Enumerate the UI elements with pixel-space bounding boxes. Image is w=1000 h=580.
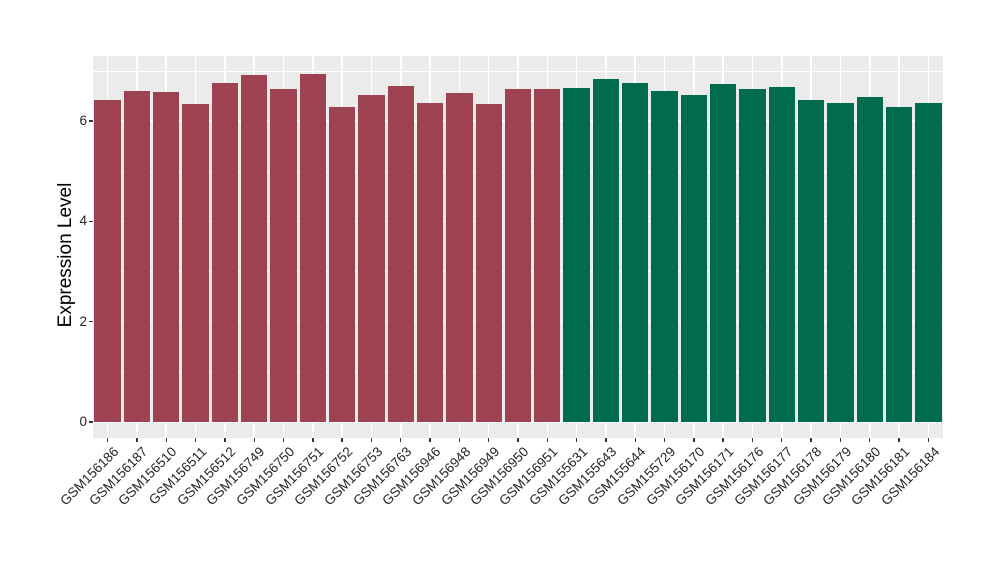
y-tick-label: 0 <box>79 413 87 429</box>
x-tick-mark <box>224 438 226 442</box>
bar <box>153 92 180 422</box>
bar <box>270 89 297 422</box>
bar <box>182 103 209 422</box>
bar <box>446 93 473 422</box>
bar <box>915 102 942 422</box>
bar <box>827 102 854 422</box>
bar <box>475 103 502 422</box>
x-tick-mark <box>927 438 930 442</box>
x-tick-mark <box>751 438 754 442</box>
x-tick-mark <box>898 438 900 442</box>
x-tick-mark <box>487 438 490 442</box>
bar <box>768 87 795 422</box>
bar <box>797 99 825 422</box>
bar <box>299 74 326 422</box>
x-tick-mark <box>722 438 724 442</box>
x-tick-mark <box>605 438 607 442</box>
x-tick-mark <box>839 438 842 442</box>
bar <box>241 74 268 422</box>
y-tick-mark <box>88 421 93 423</box>
x-tick-mark <box>194 438 197 442</box>
x-tick-mark <box>634 438 636 442</box>
x-tick-mark <box>341 438 343 442</box>
bar <box>328 106 356 422</box>
bar <box>680 95 708 422</box>
bar <box>387 86 414 422</box>
x-tick-mark <box>663 438 666 442</box>
x-tick-mark <box>869 438 871 442</box>
x-tick-mark <box>312 438 314 442</box>
x-tick-mark <box>282 438 285 442</box>
x-tick-mark <box>781 438 783 442</box>
bar <box>123 91 151 422</box>
x-tick-mark <box>517 438 519 442</box>
bar <box>211 83 239 422</box>
bar <box>563 88 590 422</box>
bar <box>885 107 913 422</box>
bar <box>592 79 620 422</box>
chart-panel <box>93 56 943 438</box>
x-tick-mark <box>370 438 373 442</box>
bar <box>622 83 649 422</box>
y-tick-label: 4 <box>79 213 87 229</box>
y-tick-label: 2 <box>79 313 87 329</box>
y-tick-mark <box>88 220 93 223</box>
bar <box>416 102 444 422</box>
x-tick-mark <box>546 438 548 442</box>
bar <box>651 91 678 422</box>
y-tick-mark <box>88 320 93 323</box>
x-tick-mark <box>693 438 695 442</box>
x-tick-mark <box>136 438 138 442</box>
x-tick-mark <box>429 438 431 442</box>
x-tick-mark <box>400 438 402 442</box>
x-tick-mark <box>106 438 109 442</box>
x-tick-mark <box>458 438 461 442</box>
y-tick-label: 6 <box>79 113 87 129</box>
x-tick-mark <box>810 438 812 442</box>
x-tick-mark <box>165 438 167 442</box>
bar <box>358 94 385 422</box>
x-tick-mark <box>575 438 578 442</box>
y-tick-mark <box>88 120 93 122</box>
y-axis-title: Expression Level <box>55 182 76 328</box>
bar <box>856 97 883 422</box>
bar <box>709 84 737 422</box>
x-tick-mark <box>253 438 255 442</box>
bar <box>504 88 532 422</box>
bar <box>534 88 561 422</box>
bar <box>94 99 121 422</box>
bar <box>739 89 766 422</box>
